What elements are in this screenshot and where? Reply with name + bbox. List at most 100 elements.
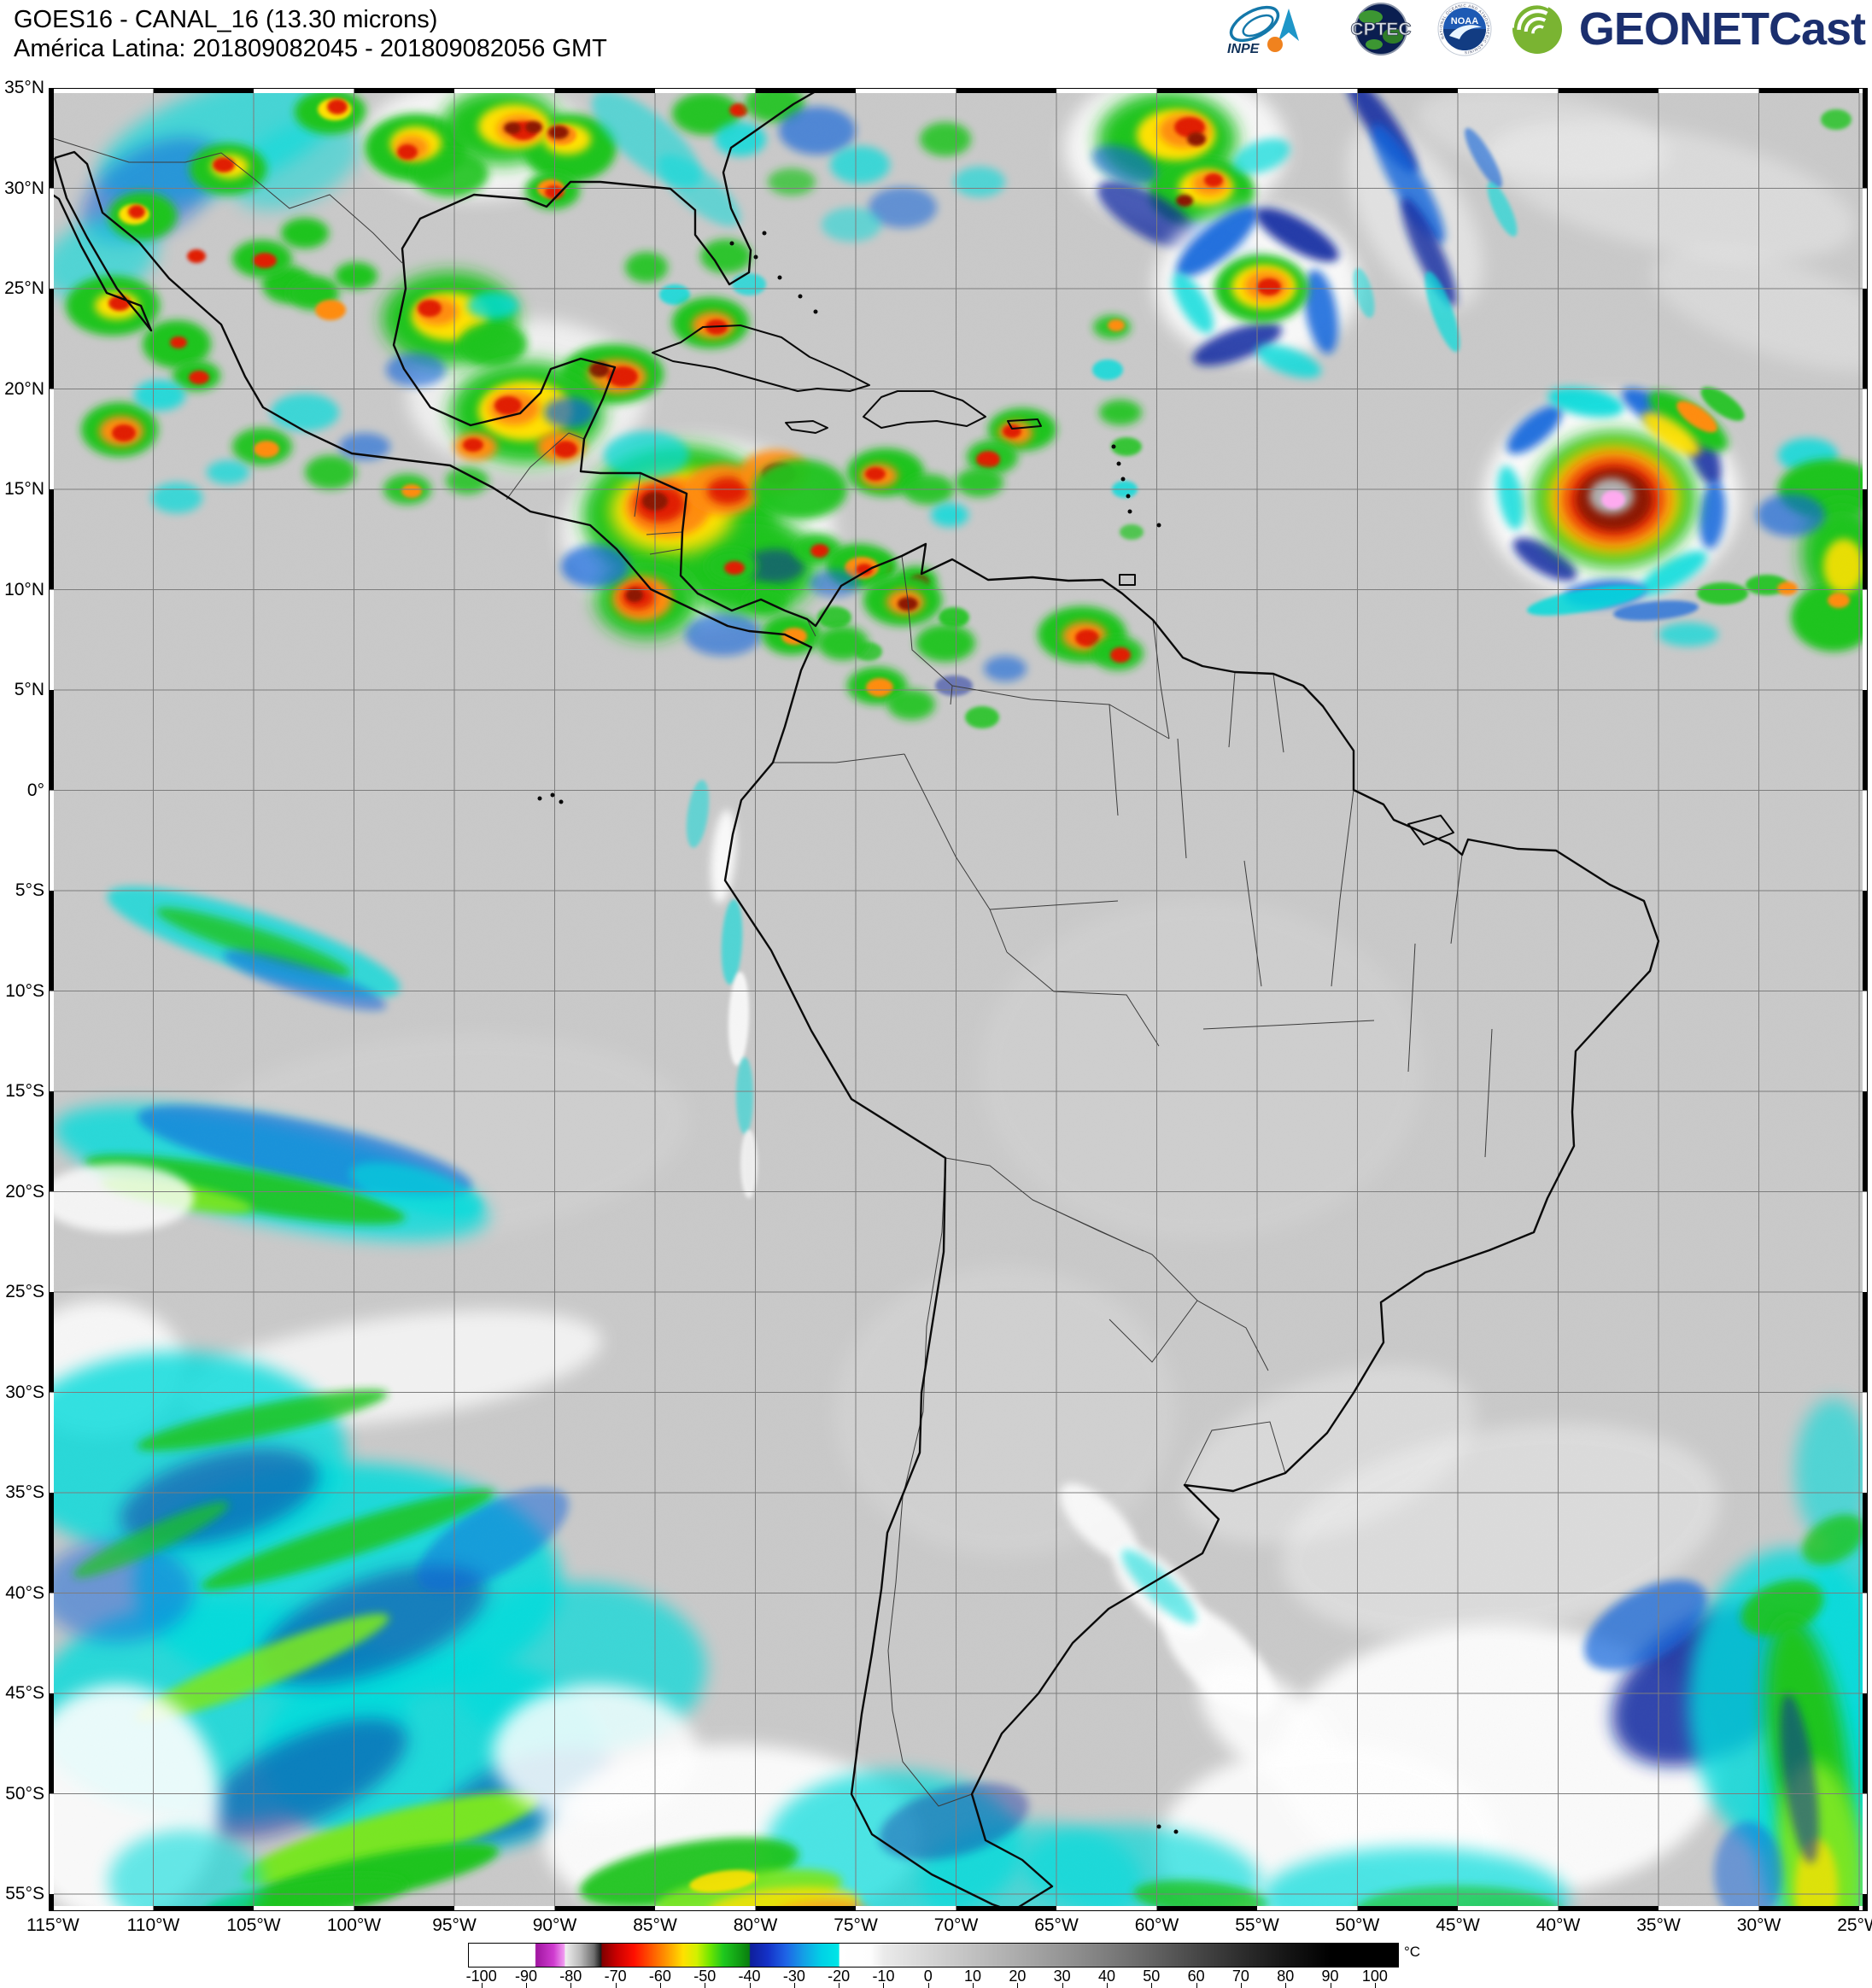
colorbar-tick-label: -40 [738,1968,761,1985]
colorbar-tick-mark [1151,1983,1153,1988]
colorbar-tick-mark [1017,1983,1019,1988]
colorbar-tick-mark [570,1983,572,1988]
lon-label: 90°W [532,1915,577,1935]
colorbar-tick-label: 10 [964,1968,982,1985]
noaa-wordmark: NOAA [1451,16,1478,26]
product-title: GOES16 - CANAL_16 (13.30 microns) [14,6,438,33]
map-frame [49,88,1868,1911]
lon-label: 70°W [933,1915,979,1935]
lat-label: 15°N [4,479,44,499]
noaa-logo: NOAA NATIONAL OCEANIC AND ATMOSPHERIC AD… [1434,2,1492,56]
lon-label: 85°W [633,1915,677,1935]
colorbar-tick-mark [973,1983,974,1988]
lat-label: 15°S [5,1081,44,1101]
lon-label: 115°W [26,1915,79,1935]
lat-label: 35°S [5,1482,44,1502]
colorbar-tick-label: 70 [1231,1968,1249,1985]
colorbar-tick-label: -20 [828,1968,851,1985]
colorbar-tick-mark [659,1983,661,1988]
lon-label: 80°W [733,1915,778,1935]
lon-label: 35°W [1636,1915,1681,1935]
coastlines [49,88,1660,1911]
lon-label: 50°W [1335,1915,1380,1935]
inpe-ball-icon [1267,37,1283,52]
colorbar-tick-label: 90 [1321,1968,1339,1985]
lon-label: 30°W [1736,1915,1781,1935]
lat-label: 25°S [5,1282,44,1301]
colorbar-tick-mark [1374,1983,1376,1988]
lat-label: 10°N [4,579,44,599]
inpe-arrow-icon [1278,9,1299,41]
colorbar-unit-label: °C [1404,1944,1421,1960]
colorbar-tick-mark [1240,1983,1242,1988]
colorbar-tick-mark [1196,1983,1197,1988]
lon-label: 40°W [1536,1915,1581,1935]
colorbar-tick-mark [615,1983,617,1988]
colorbar-tick-label: 60 [1187,1968,1205,1985]
cptec-wordmark: CPTEC [1350,20,1411,39]
colorbar-tick-label: 40 [1097,1968,1116,1985]
colorbar-tick-mark [1285,1983,1287,1988]
geonetcast-globe-icon [1509,2,1562,54]
colorbar-tick-label: 80 [1277,1968,1295,1985]
colorbar-tick-label: -10 [872,1968,895,1985]
colorbar-tick-label: -60 [648,1968,671,1985]
lon-label: 45°W [1436,1915,1480,1935]
lon-label: 95°W [432,1915,477,1935]
temperature-colorbar [468,1943,1399,1968]
geonetcast-wordmark: GEONETCast [1578,3,1866,55]
lat-label: 10°S [5,980,44,1001]
lon-label: 100°W [326,1915,382,1935]
lat-label: 0° [26,780,44,800]
colorbar-tick-mark [749,1983,751,1988]
colorbar-tick-label: 20 [1009,1968,1027,1985]
colorbar-tick-label: -50 [693,1968,717,1985]
lon-label: 25°W [1837,1915,1872,1935]
colorbar-tick-label: -80 [559,1968,582,1985]
lon-label: 55°W [1235,1915,1279,1935]
lon-label: 110°W [126,1915,180,1935]
product-subtitle: América Latina: 201809082045 - 201809082… [14,35,607,62]
lon-label: 75°W [834,1915,878,1935]
inpe-wordmark: INPE [1227,42,1261,56]
lat-label: 5°N [14,680,44,699]
lat-label: 50°S [5,1783,44,1804]
cptec-logo: CPTEC [1350,3,1412,56]
lat-label: 45°S [5,1683,44,1703]
colorbar-tick-label: -90 [514,1968,537,1985]
lon-label: 65°W [1034,1915,1079,1935]
colorbar-tick-label: 100 [1361,1968,1388,1985]
colorbar-tick-mark [1107,1983,1108,1988]
lat-label: 25°N [4,278,44,298]
colorbar-tick-label: -70 [604,1968,627,1985]
lat-label: 20°S [5,1181,44,1202]
colorbar-tick-mark [883,1983,885,1988]
lat-label: 40°S [5,1582,44,1603]
satellite-map [49,88,1868,1911]
header-titles: GOES16 - CANAL_16 (13.30 microns) Améric… [14,5,607,63]
colorbar-tick-label: 30 [1053,1968,1071,1985]
colorbar-tick-label: 0 [923,1968,933,1985]
lat-label: 55°S [5,1884,44,1903]
lat-label: 35°N [4,78,44,97]
colorbar-tick-mark [481,1983,483,1988]
lon-label: 105°W [226,1915,281,1935]
noaa-gull-icon [1448,25,1482,39]
colorbar-tick-label: 50 [1143,1968,1161,1985]
colorbar-tick-mark [1062,1983,1063,1988]
lat-label: 20°N [4,378,44,399]
lat-label: 30°S [5,1382,44,1402]
inpe-logo: INPE [1227,5,1299,56]
lat-label: 30°N [4,178,44,198]
colorbar-tick-label: -30 [782,1968,805,1985]
country-borders [52,137,1493,1807]
colorbar-tick-mark [526,1983,527,1988]
colorbar-tick-mark [793,1983,795,1988]
lat-label: 5°S [15,880,44,900]
map-canvas [49,88,1868,1911]
lon-label: 60°W [1134,1915,1179,1935]
logo-strip: INPE CPTEC NOAA NATIONAL OCEANIC AND ATM… [1226,2,1866,56]
colorbar-tick-label: -100 [465,1968,497,1985]
colorbar-tick-mark [927,1983,929,1988]
